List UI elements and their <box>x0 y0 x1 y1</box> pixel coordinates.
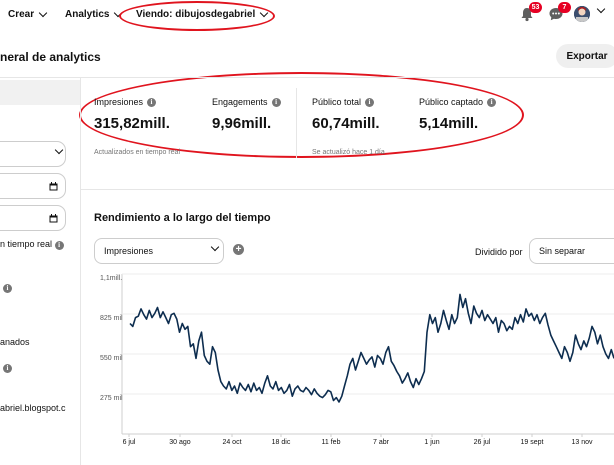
split-by-label: Dividido por <box>475 247 523 257</box>
info-icon[interactable]: i <box>3 284 12 293</box>
metric-engagements-label-text: Engagements <box>212 97 268 107</box>
info-icon[interactable]: i <box>365 97 375 107</box>
y-tick-label: 550 mil <box>100 355 123 362</box>
metric-engaged-audience-value: 5,14mill. <box>419 115 479 132</box>
start-date-field[interactable] <box>0 173 66 199</box>
metric-impressions-value: 315,82mill. <box>94 115 170 132</box>
realtime-option-label: n tiempo real <box>0 239 53 249</box>
sidebar-selected-item[interactable] <box>0 80 80 105</box>
info-icon[interactable]: i <box>271 97 281 107</box>
metrics-divider <box>296 88 297 158</box>
split-select-value: Sin separar <box>539 246 586 256</box>
page-title: neral de analytics <box>0 50 101 64</box>
x-tick-label: 18 dic <box>272 439 291 446</box>
metric-total-audience-value: 60,74mill. <box>312 115 380 132</box>
metric-select[interactable]: Impresiones <box>94 238 224 264</box>
add-metric-button[interactable]: + <box>233 244 244 255</box>
metric-select-value: Impresiones <box>104 246 154 256</box>
analytics-menu[interactable]: Analytics <box>65 8 123 20</box>
metric-engagements-value: 9,96mill. <box>212 115 272 132</box>
sidebar-divider <box>80 78 81 465</box>
x-tick-label: 7 abr <box>373 439 390 446</box>
avatar-image <box>574 6 590 22</box>
x-tick-label: 24 oct <box>222 439 241 446</box>
avatar[interactable] <box>574 6 590 22</box>
sidebar-item-label: anados <box>0 337 30 347</box>
metric-total-audience-label-text: Público total <box>312 97 362 107</box>
export-button[interactable]: Exportar <box>556 44 614 68</box>
x-tick-label: 6 jul <box>123 439 136 446</box>
messages-count-badge: 7 <box>558 2 571 13</box>
metric-total-audience-label: Público total i <box>312 97 375 107</box>
calendar-icon <box>49 214 58 223</box>
end-date-field[interactable] <box>0 205 66 231</box>
info-icon[interactable]: i <box>147 97 157 107</box>
metrics-bottom-divider <box>81 189 614 190</box>
notifications-count-badge: 53 <box>529 2 542 13</box>
info-icon[interactable]: i <box>3 364 12 373</box>
create-menu-label: Crear <box>8 9 35 20</box>
info-icon[interactable]: i <box>487 97 497 107</box>
calendar-icon <box>49 182 58 191</box>
create-menu[interactable]: Crear <box>8 8 48 20</box>
viewing-account-label: Viendo: dibujosdegabriel <box>136 9 256 20</box>
info-icon[interactable]: i <box>54 241 64 250</box>
y-tick-label: 825 mil <box>100 315 123 322</box>
realtime-option[interactable]: n tiempo real i <box>0 239 64 250</box>
metric-impressions-label: Impresiones i <box>94 97 157 107</box>
realtime-note: Actualizados en tiempo real <box>94 149 180 156</box>
metric-engaged-audience-label: Público captado i <box>419 97 497 107</box>
viewing-account-menu[interactable]: Viendo: dibujosdegabriel <box>136 8 269 20</box>
metric-engaged-audience-label-text: Público captado <box>419 97 484 107</box>
notifications-button[interactable]: 53 <box>518 2 542 23</box>
updated-note: Se actualizó hace 1 día <box>312 149 385 156</box>
split-select[interactable]: Sin separar <box>529 238 614 264</box>
x-tick-label: 1 jun <box>424 439 439 446</box>
x-tick-label: 19 sept <box>521 439 544 446</box>
sidebar-dropdown[interactable] <box>0 141 66 167</box>
x-tick-label: 26 jul <box>474 439 491 446</box>
analytics-menu-label: Analytics <box>65 9 110 20</box>
x-tick-label: 11 feb <box>322 439 341 446</box>
y-tick-label: 1,1mill. <box>100 275 122 282</box>
top-navigation-bar: Crear Analytics Viendo: dibujosdegabriel… <box>0 0 614 32</box>
series-line-impressions <box>129 293 614 403</box>
metric-engagements-label: Engagements i <box>212 97 281 107</box>
metric-impressions-label-text: Impresiones <box>94 97 144 107</box>
sidebar-site-label: abriel.blogspot.c <box>0 403 66 413</box>
header-divider <box>0 77 614 78</box>
messages-button[interactable]: 7 <box>547 2 571 23</box>
performance-title: Rendimiento a lo largo del tiempo <box>94 212 271 224</box>
x-tick-label: 30 ago <box>169 439 191 446</box>
x-tick-label: 13 nov <box>571 439 593 446</box>
y-tick-label: 275 mil <box>100 395 123 402</box>
